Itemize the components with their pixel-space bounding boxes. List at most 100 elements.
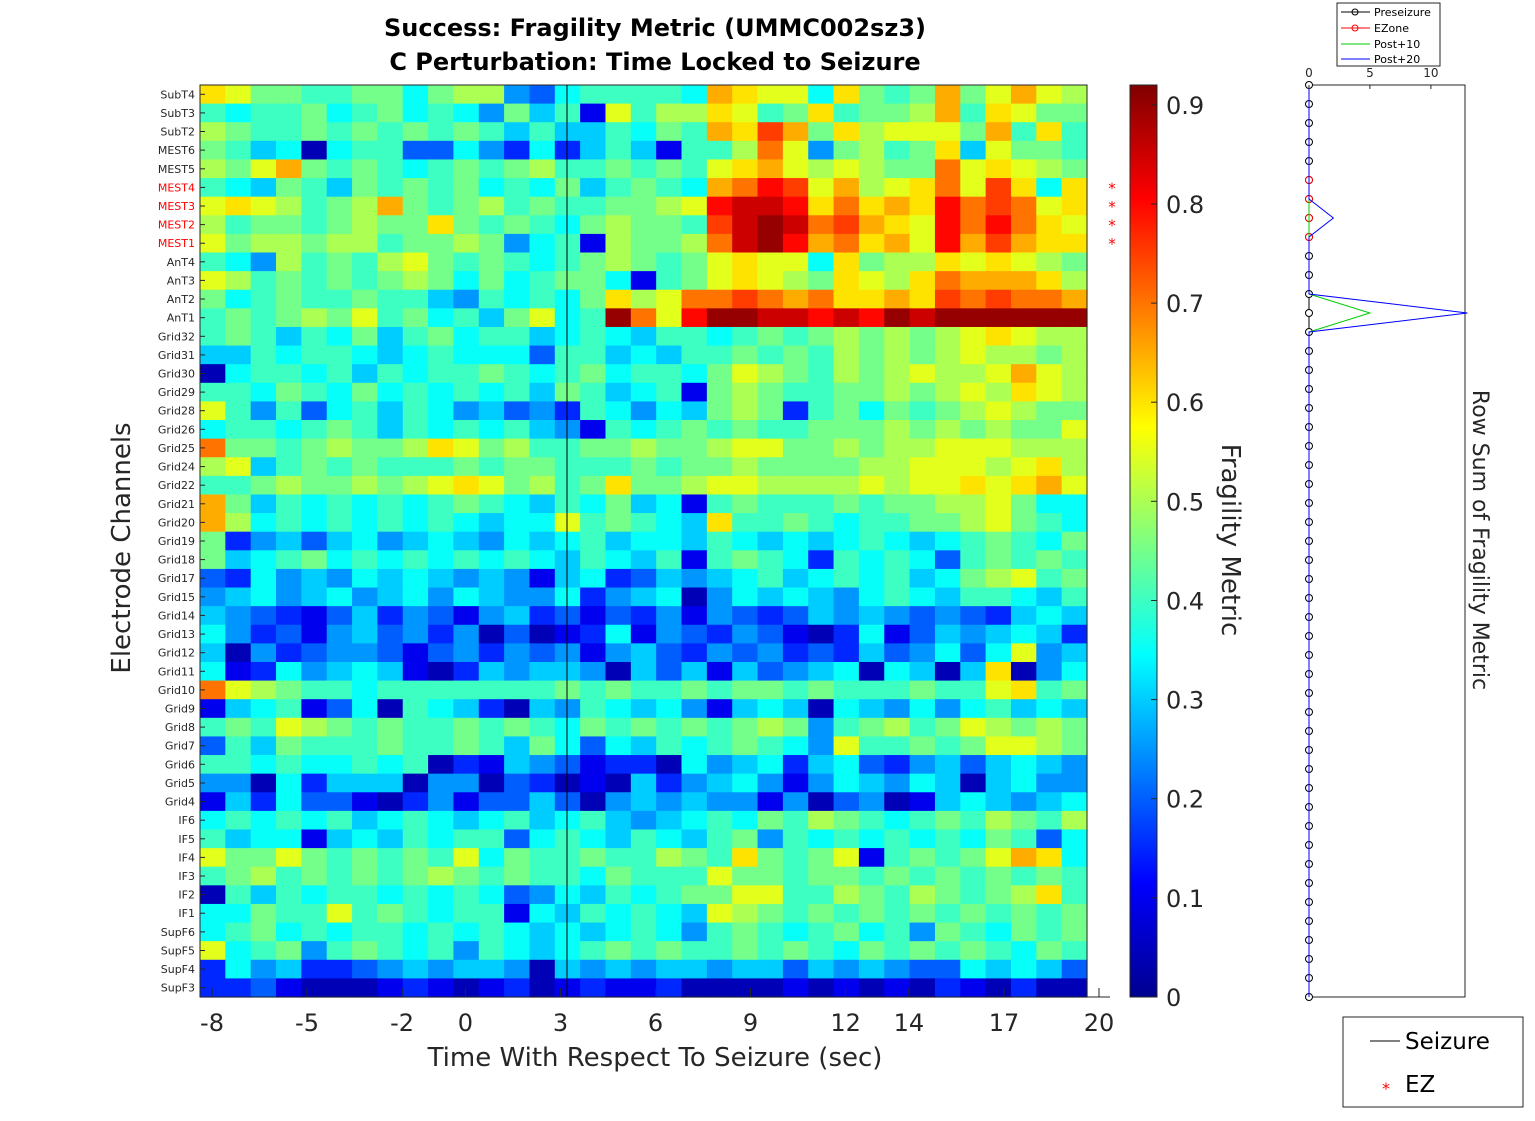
- x-tick-label: 6: [648, 1009, 663, 1037]
- heatmap-cell: [909, 326, 936, 347]
- heatmap-cell: [352, 903, 378, 924]
- heatmap-cell: [757, 773, 784, 793]
- heatmap-cell: [326, 568, 353, 589]
- heatmap-cell: [580, 624, 607, 644]
- heatmap-cell: [301, 178, 328, 198]
- heatmap-cell: [200, 531, 226, 551]
- heatmap-cell: [1010, 85, 1037, 105]
- heatmap-cell: [884, 178, 911, 198]
- heatmap-cell: [833, 680, 860, 700]
- heatmap-cell: [453, 959, 480, 979]
- heatmap-cell: [580, 326, 607, 347]
- heatmap-cell: [225, 680, 252, 700]
- channel-label: AnT3: [167, 274, 195, 287]
- heatmap-cell: [757, 326, 784, 347]
- rowsum-x-tick-label: 5: [1366, 66, 1374, 80]
- heatmap-cell: [352, 196, 378, 216]
- heatmap-cell: [630, 308, 657, 328]
- heatmap-cell: [732, 903, 759, 924]
- colorbar-tick-label: 0.6: [1166, 389, 1204, 417]
- heatmap-cell: [1061, 550, 1088, 570]
- heatmap-cell: [782, 755, 809, 775]
- heatmap-cell: [808, 513, 835, 533]
- heatmap-cell: [1036, 289, 1063, 309]
- heatmap-cell: [782, 122, 809, 142]
- heatmap-cell: [225, 364, 252, 384]
- heatmap-cell: [428, 271, 455, 291]
- heatmap-cell: [960, 959, 987, 979]
- heatmap-cell: [402, 271, 429, 291]
- heatmap-cell: [782, 885, 809, 905]
- heatmap-cell: [200, 755, 226, 775]
- heatmap-cell: [884, 513, 911, 533]
- chart-title: Success: Fragility Metric (UMMC002sz3): [384, 14, 926, 42]
- heatmap-cell: [985, 978, 1012, 998]
- heatmap-cell: [1061, 103, 1088, 123]
- heatmap-cell: [1010, 606, 1037, 626]
- heatmap-cell: [681, 364, 708, 384]
- heatmap-cell: [250, 271, 277, 291]
- heatmap-cell: [453, 178, 480, 198]
- heatmap-cell: [326, 103, 353, 123]
- heatmap-cell: [1061, 941, 1088, 961]
- heatmap-cell: [250, 196, 277, 216]
- heatmap-cell: [580, 438, 607, 458]
- heatmap-cell: [858, 922, 885, 942]
- channel-label: Grid6: [165, 758, 195, 771]
- heatmap-cell: [250, 606, 277, 626]
- heatmap-cell: [757, 866, 784, 886]
- heatmap-cell: [782, 699, 809, 719]
- heatmap-cell: [706, 401, 733, 421]
- heatmap-cell: [985, 959, 1012, 979]
- heatmap-cell: [276, 401, 302, 421]
- heatmap-cell: [301, 85, 328, 105]
- heatmap-cell: [757, 978, 784, 998]
- heatmap-cell: [1010, 829, 1037, 849]
- heatmap-cell: [529, 959, 556, 979]
- heatmap-cell: [504, 85, 531, 105]
- heatmap-cell: [554, 401, 581, 421]
- heatmap-cell: [225, 103, 252, 123]
- heatmap-cell: [200, 810, 226, 831]
- heatmap-cell: [960, 196, 987, 216]
- heatmap-cell: [630, 289, 657, 309]
- heatmap-cell: [630, 85, 657, 105]
- heatmap-cell: [732, 531, 759, 551]
- x-tick-label: 9: [743, 1009, 758, 1037]
- heatmap-cell: [377, 903, 404, 924]
- heatmap-cell: [529, 196, 556, 216]
- heatmap-cell: [1061, 364, 1088, 384]
- heatmap-cell: [909, 568, 936, 589]
- heatmap-cell: [605, 773, 632, 793]
- heatmap-cell: [250, 959, 277, 979]
- heatmap-cell: [377, 885, 404, 905]
- heatmap-cell: [453, 903, 480, 924]
- heatmap-cell: [833, 382, 860, 403]
- heatmap-cell: [909, 122, 936, 142]
- heatmap-cell: [884, 661, 911, 682]
- heatmap-cell: [732, 382, 759, 403]
- heatmap-cell: [681, 922, 708, 942]
- heatmap-cell: [782, 196, 809, 216]
- heatmap-cell: [478, 420, 505, 440]
- heatmap-cell: [605, 289, 632, 309]
- heatmap-cell: [985, 159, 1012, 179]
- heatmap-cell: [301, 699, 328, 719]
- heatmap-cell: [276, 829, 302, 849]
- heatmap-cell: [858, 382, 885, 403]
- heatmap-cell: [757, 717, 784, 738]
- heatmap-cell: [554, 475, 581, 496]
- heatmap-cell: [656, 624, 683, 644]
- heatmap-cell: [782, 401, 809, 421]
- heatmap-cell: [1010, 624, 1037, 644]
- heatmap-cell: [985, 866, 1012, 886]
- heatmap-cell: [909, 215, 936, 235]
- heatmap-cell: [301, 568, 328, 589]
- heatmap-cell: [200, 252, 226, 272]
- heatmap-cell: [934, 326, 961, 347]
- heatmap-cell: [884, 792, 911, 812]
- heatmap-legend: Seizure * EZ: [1342, 1016, 1524, 1108]
- heatmap-cell: [504, 624, 531, 644]
- heatmap-cell: [960, 215, 987, 235]
- heatmap-cell: [554, 85, 581, 105]
